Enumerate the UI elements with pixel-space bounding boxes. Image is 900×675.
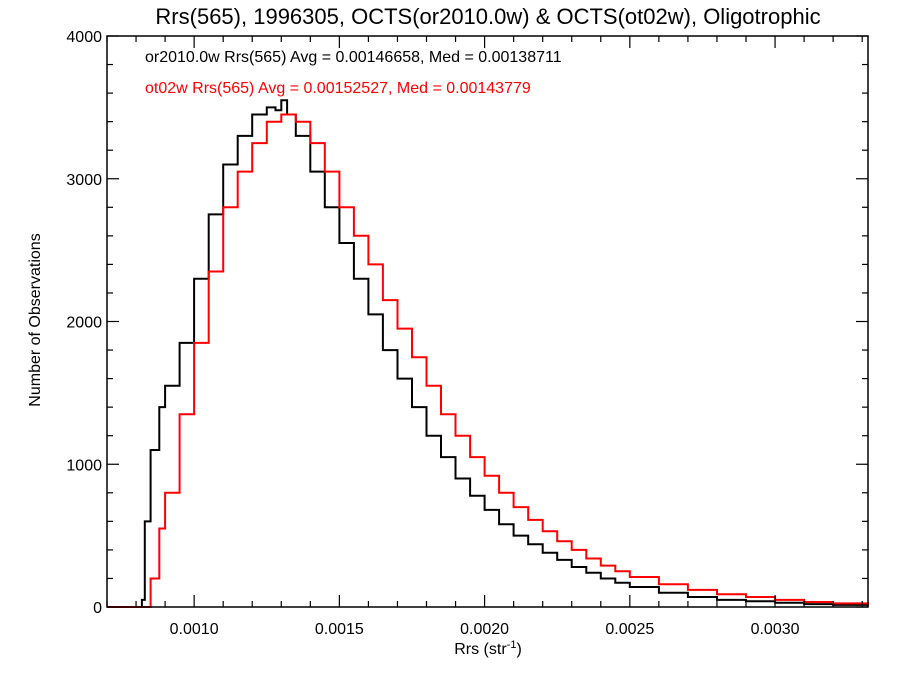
x-tick-label: 0.0015 bbox=[315, 621, 364, 638]
y-tick-label: 3000 bbox=[66, 172, 102, 189]
x-tick-label: 0.0020 bbox=[460, 621, 509, 638]
series-1-line bbox=[107, 113, 869, 608]
legend-annotation-or2010: or2010.0w Rrs(565) Avg = 0.00146658, Med… bbox=[145, 49, 562, 66]
y-tick-label: 4000 bbox=[66, 29, 102, 46]
plot-frame bbox=[106, 35, 869, 608]
x-axis-label: Rrs (str-1) bbox=[454, 639, 522, 658]
series-layer bbox=[107, 99, 869, 608]
y-axis-label: Number of Observations bbox=[27, 233, 44, 406]
y-tick-label: 1000 bbox=[66, 457, 102, 474]
x-tick-label: 0.0025 bbox=[605, 621, 654, 638]
chart-title: Rrs(565), 1996305, OCTS(or2010.0w) & OCT… bbox=[155, 4, 820, 29]
x-tick-label: 0.0030 bbox=[751, 621, 800, 638]
y-tick-label: 0 bbox=[93, 600, 102, 617]
series-0-line bbox=[107, 99, 869, 608]
x-tick-label: 0.0010 bbox=[170, 621, 219, 638]
y-tick-label: 2000 bbox=[66, 315, 102, 332]
ticks-layer: 0.0010 0.0015 0.0020 0.0025 0.0030 0 1000 2000 3… bbox=[66, 29, 868, 638]
legend-annotation-ot02w: ot02w Rrs(565) Avg = 0.00152527, Med = 0… bbox=[145, 80, 531, 97]
